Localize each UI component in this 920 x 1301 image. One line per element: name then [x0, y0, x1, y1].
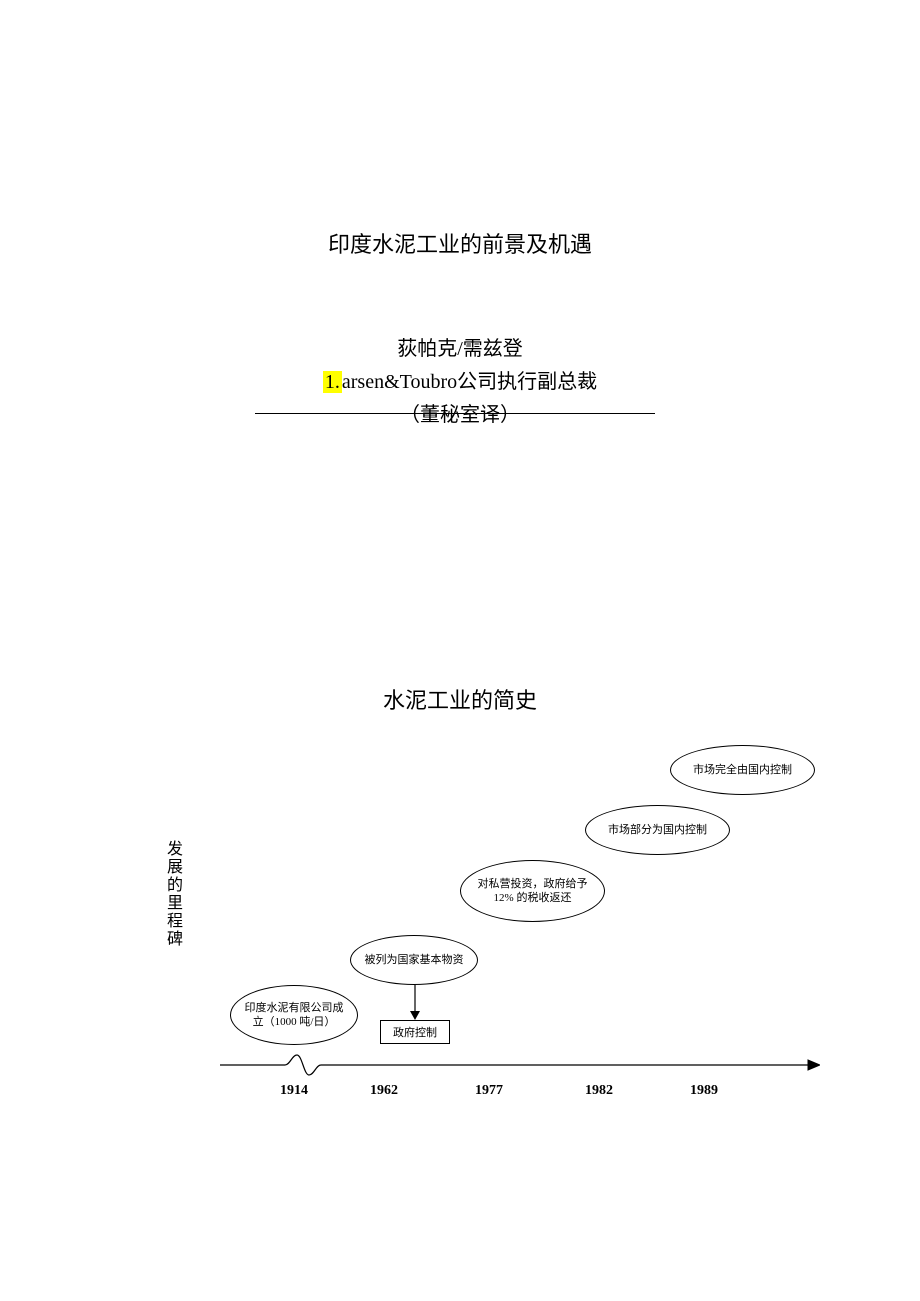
company-line: 1.arsen&Toubro公司执行副总裁 — [0, 365, 920, 394]
node-1962-text: 被列为国家基本物资 — [365, 953, 464, 967]
node-1989-text: 市场完全由国内控制 — [693, 763, 792, 777]
horizontal-rule — [255, 413, 655, 414]
document-title: 印度水泥工业的前景及机遇 — [0, 227, 920, 259]
year-1982: 1982 — [585, 1083, 613, 1099]
year-1989: 1989 — [690, 1083, 718, 1099]
timeline-axis — [220, 1050, 820, 1080]
author-name: 荻帕克/需兹登 — [0, 332, 920, 361]
company-text: arsen&Toubro公司执行副总裁 — [342, 371, 597, 393]
section-title: 水泥工业的简史 — [0, 683, 920, 715]
node-1977-text: 对私营投资，政府给予 12% 的税收返还 — [471, 877, 594, 906]
year-1914: 1914 — [280, 1083, 308, 1099]
node-1982-text: 市场部分为国内控制 — [608, 823, 707, 837]
year-1962: 1962 — [370, 1083, 398, 1099]
node-1914: 印度水泥有限公司成立（1000 吨/日） — [230, 985, 358, 1045]
timeline-diagram: 发展的里程碑 印度水泥有限公司成立（1000 吨/日） 被列为国家基本物资 政府… — [190, 740, 820, 1110]
year-1977: 1977 — [475, 1083, 503, 1099]
list-marker-highlight: 1. — [323, 371, 342, 393]
node-1977: 对私营投资，政府给予 12% 的税收返还 — [460, 860, 605, 922]
node-1914-text: 印度水泥有限公司成立（1000 吨/日） — [241, 1001, 347, 1030]
arrow-1962 — [408, 985, 422, 1020]
y-axis-label: 发展的里程碑 — [160, 840, 184, 948]
node-1989: 市场完全由国内控制 — [670, 745, 815, 795]
node-1982: 市场部分为国内控制 — [585, 805, 730, 855]
node-1962-box: 政府控制 — [380, 1020, 450, 1044]
node-1962-box-text: 政府控制 — [393, 1024, 437, 1040]
node-1962: 被列为国家基本物资 — [350, 935, 478, 985]
